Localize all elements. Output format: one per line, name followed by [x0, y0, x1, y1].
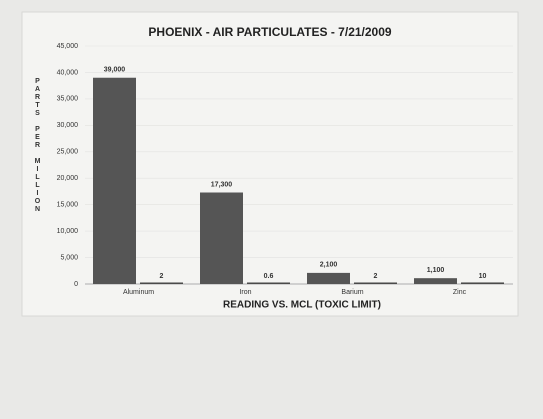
x-tick-label: Zinc — [453, 289, 467, 296]
x-tick-label: Barium — [341, 289, 363, 296]
y-tick-label: 10,000 — [57, 228, 79, 235]
x-tick-label: Iron — [239, 289, 251, 296]
bar — [140, 282, 183, 284]
value-label: 17,300 — [211, 181, 233, 188]
y-tick-label: 35,000 — [57, 96, 79, 103]
y-tick-label: 15,000 — [57, 202, 79, 209]
chart-title: PHOENIX - AIR PARTICULATES - 7/21/2009 — [148, 25, 391, 39]
bar — [307, 272, 350, 284]
y-tick-label: 40,000 — [57, 69, 79, 76]
value-label: 0.6 — [264, 273, 274, 280]
y-tick-label: 5,000 — [60, 254, 78, 261]
bar — [461, 282, 504, 284]
value-label: 2 — [160, 273, 164, 280]
bar — [247, 282, 290, 284]
y-tick-label: 20,000 — [57, 175, 79, 182]
y-tick-label: 45,000 — [57, 43, 79, 50]
x-tick-label: Aluminum — [123, 289, 154, 296]
bar — [354, 282, 397, 284]
value-label: 2 — [374, 273, 378, 280]
value-label: 2,100 — [320, 262, 338, 269]
bar — [93, 77, 136, 284]
y-tick-label: 30,000 — [57, 122, 79, 129]
bar — [414, 278, 457, 284]
y-tick-label: 25,000 — [57, 149, 79, 156]
y-axis-title: PARTS PER MILLION — [34, 78, 41, 214]
x-axis-title: READING VS. MCL (TOXIC LIMIT) — [223, 300, 381, 311]
y-tick-label: 0 — [74, 281, 78, 288]
value-label: 39,000 — [104, 67, 126, 74]
bar — [200, 192, 243, 284]
value-label: 1,100 — [427, 267, 445, 274]
value-label: 10 — [479, 273, 487, 280]
